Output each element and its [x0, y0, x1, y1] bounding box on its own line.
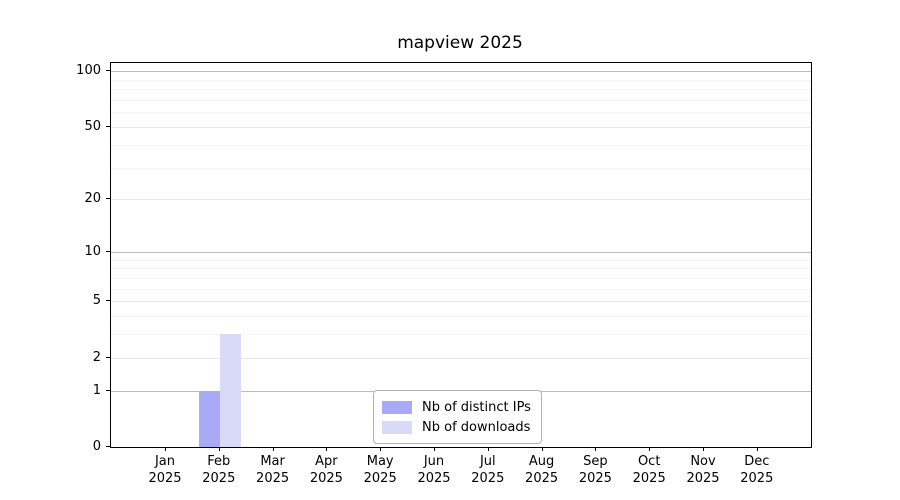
gridline-minor: [111, 167, 811, 169]
gridline-decade: [111, 251, 811, 253]
x-tick-mark: [703, 447, 704, 451]
plot-area: [110, 62, 812, 448]
y-tick-mark: [106, 198, 110, 200]
bar-nb-of-distinct-ips: [198, 390, 220, 447]
gridline-minor: [111, 277, 811, 279]
y-tick-label: 1: [92, 382, 101, 398]
x-tick-label: Oct 2025: [621, 453, 677, 487]
y-tick-mark: [106, 356, 110, 358]
gridline-minor: [111, 259, 811, 261]
legend-item-downloads: Nb of downloads: [382, 417, 531, 437]
y-tick-label: 10: [84, 243, 101, 259]
x-tick-label: Sep 2025: [567, 453, 623, 487]
x-tick-year: 2025: [417, 471, 451, 486]
legend-label-downloads: Nb of downloads: [422, 419, 531, 435]
y-tick-mark: [106, 300, 110, 302]
gridline-decade: [111, 71, 811, 73]
gridline-major: [111, 127, 811, 129]
y-tick-mark: [106, 250, 110, 252]
x-tick-year: 2025: [632, 471, 666, 486]
x-tick-year: 2025: [471, 471, 505, 486]
x-tick-mark: [272, 447, 274, 451]
gridline-major: [111, 301, 811, 303]
x-tick-year: 2025: [578, 471, 612, 486]
x-tick-year: 2025: [256, 471, 290, 486]
y-tick-mark: [106, 446, 110, 447]
legend-swatch-downloads: [382, 420, 412, 434]
y-tick-mark: [106, 389, 110, 391]
x-tick-mark: [434, 447, 435, 451]
x-tick-mark: [165, 447, 166, 451]
x-tick-mark: [380, 447, 382, 451]
y-tick-label: 0: [92, 439, 101, 454]
gridline-minor: [111, 288, 811, 290]
bar-nb-of-downloads: [219, 334, 241, 447]
x-tick-label: Mar 2025: [245, 453, 301, 487]
x-tick-label: Jul 2025: [460, 453, 516, 487]
y-tick-label: 50: [84, 119, 101, 135]
x-tick-label: Dec 2025: [729, 453, 785, 487]
x-tick-label: Apr 2025: [298, 453, 354, 487]
x-tick-label: Aug 2025: [514, 453, 570, 487]
x-tick-mark: [326, 447, 328, 451]
x-tick-label: Feb 2025: [191, 453, 247, 487]
x-tick-label: Nov 2025: [675, 453, 731, 487]
y-tick-label: 100: [76, 63, 101, 79]
gridline-minor: [111, 100, 811, 102]
chart-legend: Nb of distinct IPs Nb of downloads: [373, 390, 542, 444]
x-tick-year: 2025: [686, 471, 720, 486]
y-tick-mark: [106, 70, 110, 72]
y-tick-label: 5: [92, 293, 101, 309]
legend-item-distinct-ips: Nb of distinct IPs: [382, 397, 531, 417]
gridline-minor: [111, 334, 811, 336]
gridline-major: [111, 199, 811, 201]
x-tick-mark: [218, 447, 220, 451]
x-tick-label: Jan 2025: [137, 453, 193, 487]
gridline-major: [111, 357, 811, 359]
x-tick-year: 2025: [202, 471, 236, 486]
x-tick-year: 2025: [309, 471, 343, 486]
gridline-minor: [111, 144, 811, 146]
x-tick-mark: [649, 447, 651, 451]
x-tick-mark: [595, 447, 597, 451]
y-tick-mark: [106, 126, 110, 128]
gridline-minor: [111, 268, 811, 270]
x-tick-year: 2025: [148, 471, 182, 486]
x-tick-year: 2025: [525, 471, 559, 486]
y-tick-label: 20: [84, 191, 101, 207]
gridline-minor: [111, 89, 811, 91]
x-tick-mark: [756, 447, 758, 451]
chart-title: mapview 2025: [397, 33, 523, 53]
x-tick-label: Jun 2025: [406, 453, 462, 487]
x-tick-mark: [487, 447, 489, 451]
gridline-minor: [111, 316, 811, 318]
y-tick-label: 2: [92, 349, 101, 365]
x-tick-year: 2025: [363, 471, 397, 486]
x-tick-label: May 2025: [352, 453, 408, 487]
x-tick-year: 2025: [740, 471, 774, 486]
x-tick-mark: [541, 447, 543, 451]
gridline-minor: [111, 79, 811, 81]
legend-label-distinct-ips: Nb of distinct IPs: [422, 399, 531, 415]
gridline-minor: [111, 112, 811, 114]
legend-swatch-distinct-ips: [382, 400, 412, 414]
